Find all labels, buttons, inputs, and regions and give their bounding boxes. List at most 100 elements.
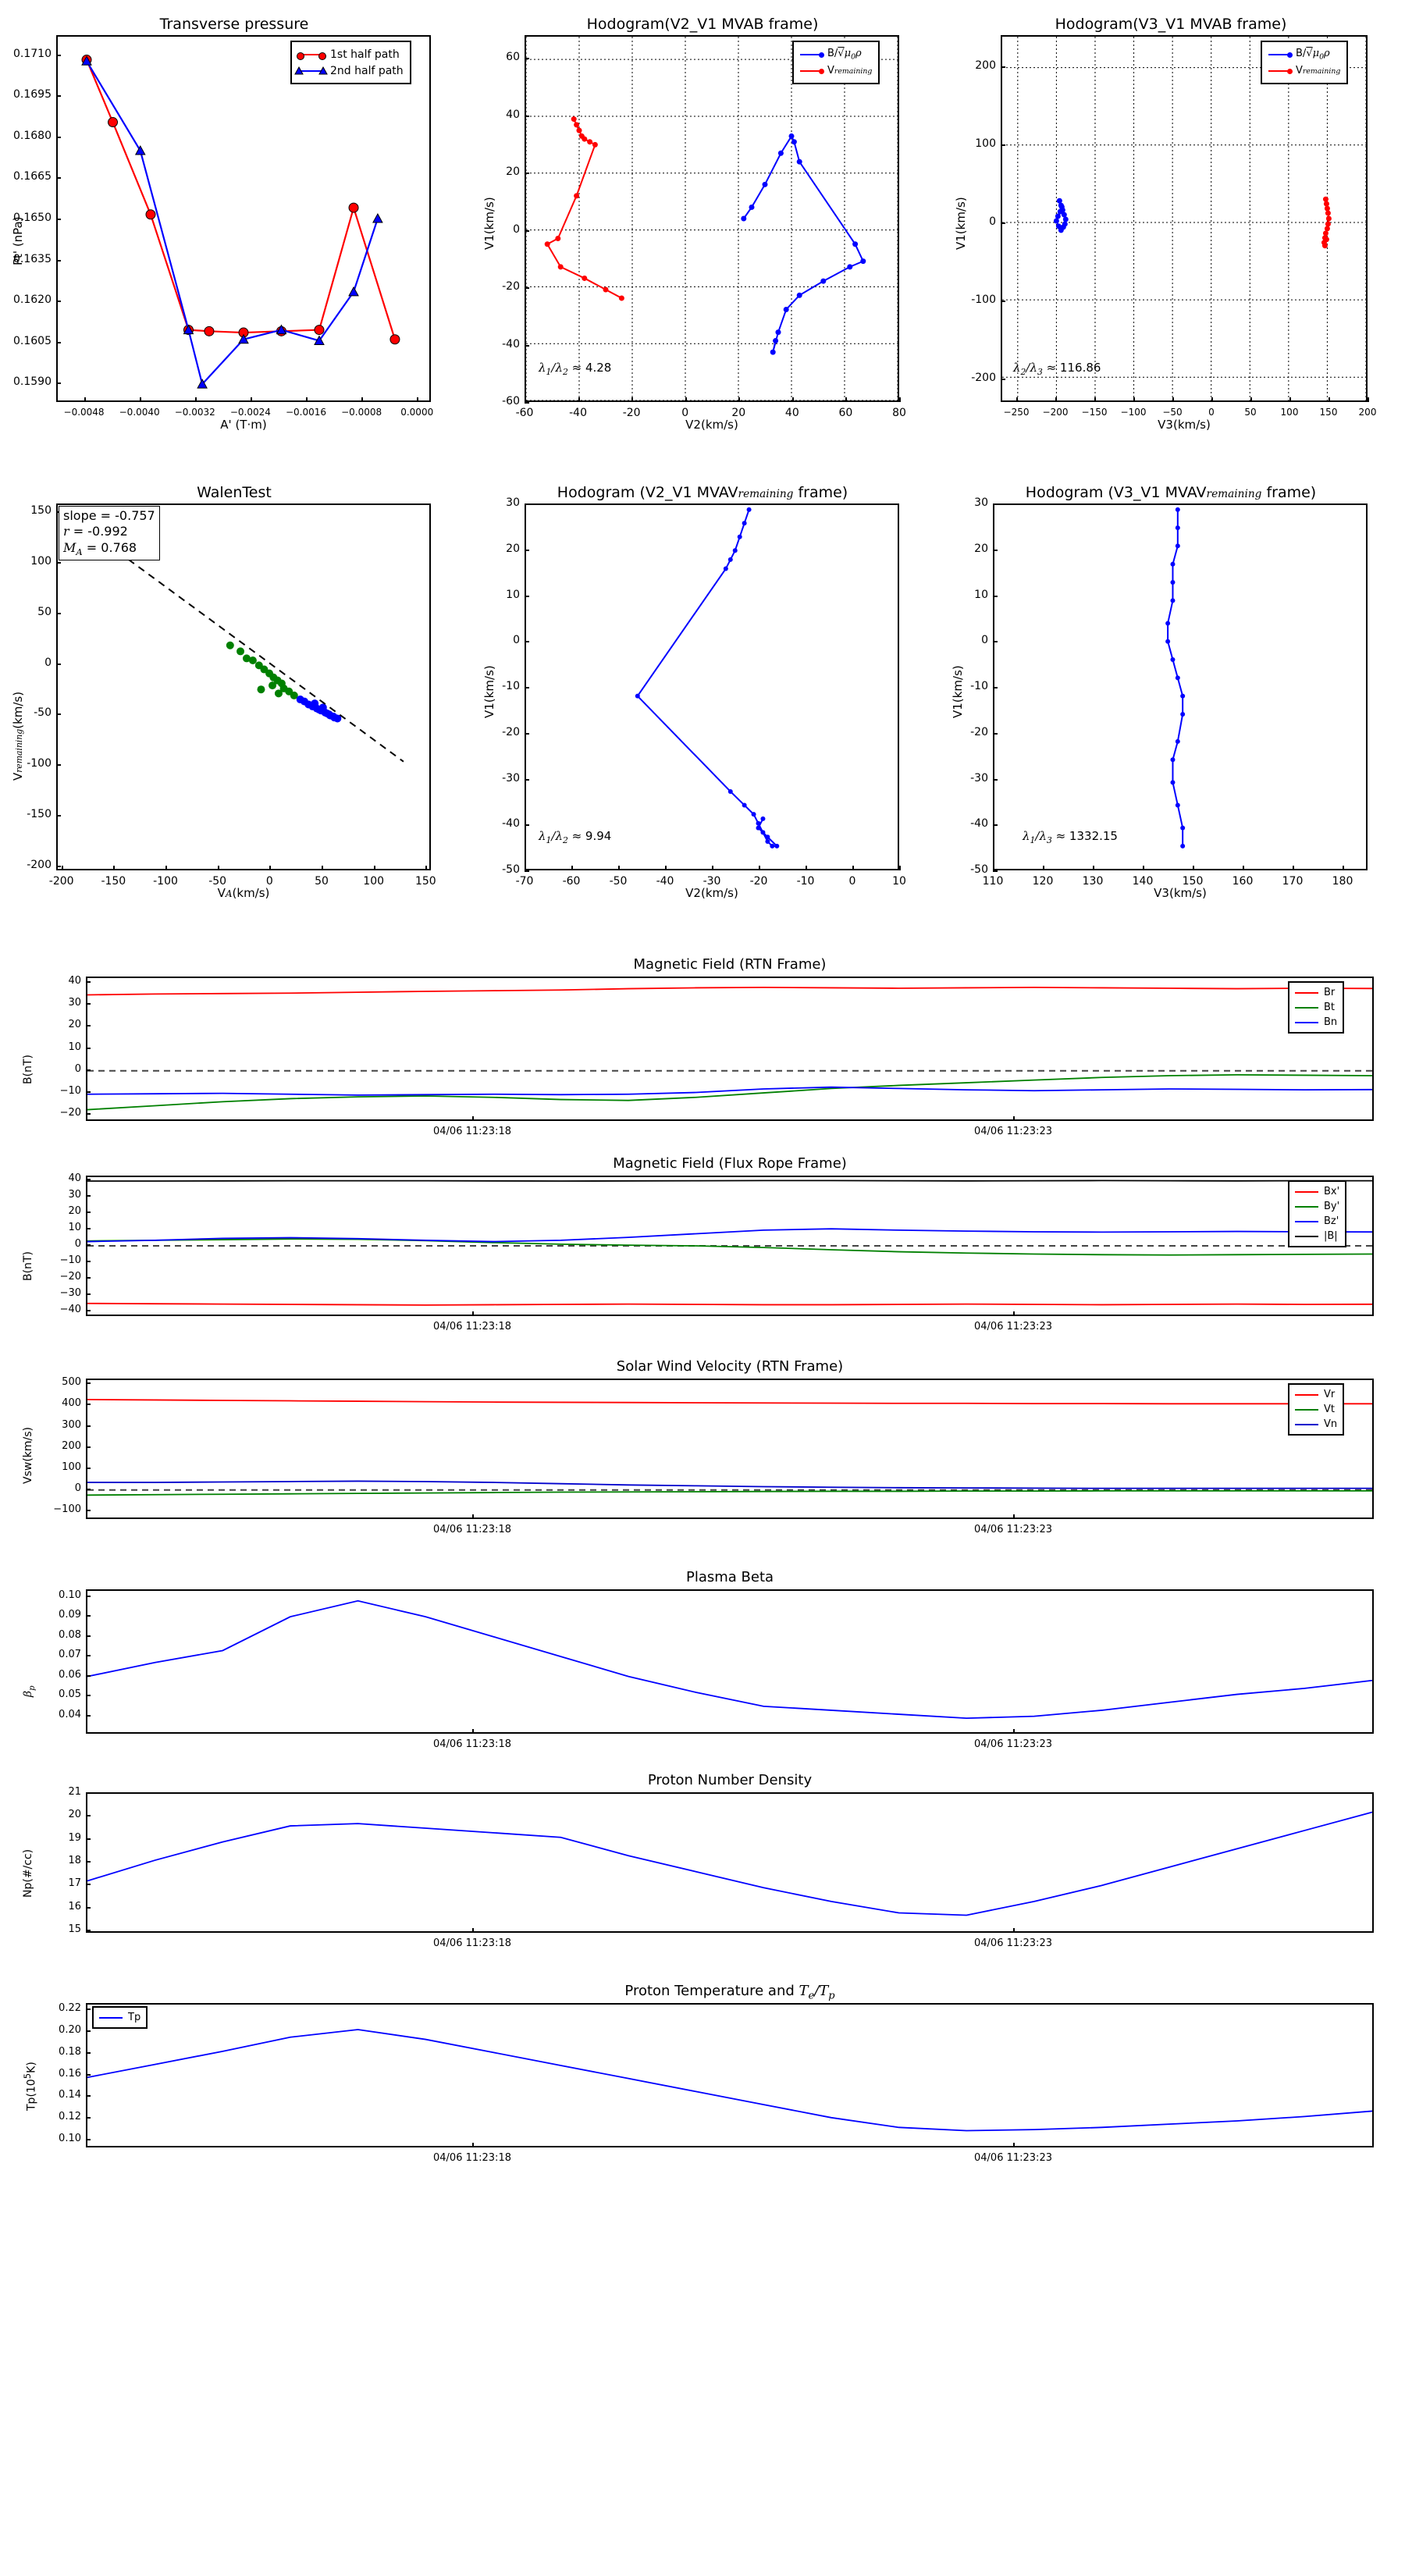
y-tick-label: 17 <box>68 1877 81 1890</box>
x-tick-label: 180 <box>1332 875 1353 888</box>
tick-mark <box>86 1228 91 1230</box>
y-tick-label: 10 <box>974 588 988 601</box>
plot-area <box>993 503 1368 870</box>
y-tick-label: −20 <box>59 1107 81 1119</box>
tick-mark <box>712 866 713 870</box>
plot-area <box>86 1792 1374 1933</box>
tick-mark <box>1343 866 1344 870</box>
tick-mark <box>1013 1116 1015 1121</box>
panel-hodogram-v2v1-mvab: Hodogram(V2_V1 MVAB frame) V1(km/s) V2(k… <box>468 0 937 437</box>
tick-mark <box>1001 144 1005 146</box>
tick-mark <box>56 663 61 665</box>
tick-mark <box>1133 397 1135 402</box>
panel-hodogram-v3v1-mvav: Hodogram (V3_V1 MVAVremaining frame) V1(… <box>937 468 1405 906</box>
tick-mark <box>993 503 998 505</box>
x-tick-label: -50 <box>208 875 227 888</box>
tick-mark <box>1013 1311 1015 1316</box>
y-tick-label: 0.10 <box>59 1589 81 1601</box>
tick-mark <box>86 1884 91 1886</box>
x-tick-label: 10 <box>892 875 906 888</box>
legend-line <box>99 2016 123 2019</box>
panel-mag-rtn: Magnetic Field (RTN Frame) B(nT) −20 −10 0 10… <box>0 956 1405 1155</box>
y-tick-label: 0.1650 <box>13 212 52 224</box>
tick-mark <box>86 1509 91 1511</box>
tick-mark <box>1211 397 1213 402</box>
y-tick-label: -20 <box>970 725 988 738</box>
hodogram-traces <box>525 37 898 401</box>
tick-mark <box>525 687 529 688</box>
plot-area <box>86 1176 1374 1316</box>
y-tick-label: 400 <box>62 1397 81 1410</box>
legend-line <box>1295 1205 1318 1208</box>
tick-mark <box>1293 866 1294 870</box>
y-axis-label: Vsw(km/s) <box>22 1426 34 1484</box>
tick-mark <box>993 866 994 870</box>
tick-mark <box>525 732 529 735</box>
tick-mark <box>525 344 529 347</box>
tick-mark <box>56 219 61 220</box>
tick-mark <box>525 595 529 597</box>
tick-mark <box>86 2030 91 2032</box>
legend-line-blue <box>294 66 328 74</box>
tick-mark <box>525 641 529 643</box>
legend-line <box>1295 991 1318 994</box>
tick-mark <box>738 397 741 402</box>
tick-mark <box>665 866 667 870</box>
tick-mark <box>86 1276 91 1279</box>
tick-mark <box>1055 397 1057 402</box>
tick-mark <box>86 1635 91 1637</box>
correlation-value: r = -0.992 <box>63 524 128 539</box>
alfven-mach-value: MA = 0.768 <box>63 539 137 558</box>
y-tick-label: -50 <box>502 863 520 876</box>
tick-mark <box>113 866 116 870</box>
walen-stats-box: slope = -0.757 r = -0.992 MA = 0.768 <box>59 506 160 560</box>
y-tick-label: -20 <box>502 280 520 294</box>
y-tick-label: 10 <box>68 1041 81 1053</box>
tick-mark <box>1043 866 1044 870</box>
tick-mark <box>86 1244 91 1246</box>
tick-mark <box>86 1488 91 1490</box>
legend-label: B/√μ0ρ <box>1296 47 1330 62</box>
tick-mark <box>525 870 529 872</box>
x-tick-label: −150 <box>1081 407 1108 418</box>
tick-mark <box>525 549 529 551</box>
panel-walen-test: WalenTest Vremaining(km/s) VA(km/s) -200… <box>0 468 468 906</box>
x-tick-label: -20 <box>749 875 768 888</box>
tick-mark <box>250 397 252 402</box>
y-tick-label: 0 <box>74 1238 81 1250</box>
plot-area <box>86 977 1374 1121</box>
panel-title: WalenTest <box>197 484 272 501</box>
y-tick-label: -40 <box>970 817 988 831</box>
y-tick-label: 0.1590 <box>13 375 52 389</box>
tick-mark <box>361 397 364 402</box>
tick-mark <box>84 397 86 402</box>
legend-item-bx: Bx' <box>1295 1184 1339 1199</box>
tick-mark <box>86 1113 91 1115</box>
y-tick-label: 150 <box>30 504 52 518</box>
legend-label: Bx' <box>1324 1186 1340 1197</box>
x-tick-label: −50 <box>1162 407 1183 418</box>
legend-line-blue <box>800 52 824 58</box>
lambda-ratio-annotation: λ1/λ2 ≈ 9.94 <box>539 829 612 845</box>
x-tick-label: -10 <box>796 875 815 888</box>
y-tick-label: −20 <box>59 1270 81 1283</box>
x-axis-label: V2(km/s) <box>685 418 738 432</box>
legend: 1st half path 2nd half path <box>290 41 411 84</box>
y-tick-label: -200 <box>971 372 996 384</box>
y-tick-label: 0.08 <box>59 1628 81 1641</box>
legend-label: 2nd half path <box>330 64 404 77</box>
legend-label: Vr <box>1324 1389 1336 1400</box>
tick-mark <box>1013 1729 1015 1734</box>
tick-mark <box>56 341 61 343</box>
tick-mark <box>685 397 687 402</box>
y-tick-label: -10 <box>970 680 988 692</box>
y-tick-label: 0.04 <box>59 1708 81 1720</box>
y-tick-label: 0 <box>513 222 520 236</box>
x-tick-label: 04/06 11:23:18 <box>433 2152 511 2164</box>
tick-mark <box>571 866 573 870</box>
x-tick-label: -30 <box>702 875 721 888</box>
y-tick-label: 20 <box>68 1809 81 1821</box>
tick-mark <box>525 173 529 175</box>
tick-mark <box>56 713 61 716</box>
plot-area <box>56 503 431 870</box>
